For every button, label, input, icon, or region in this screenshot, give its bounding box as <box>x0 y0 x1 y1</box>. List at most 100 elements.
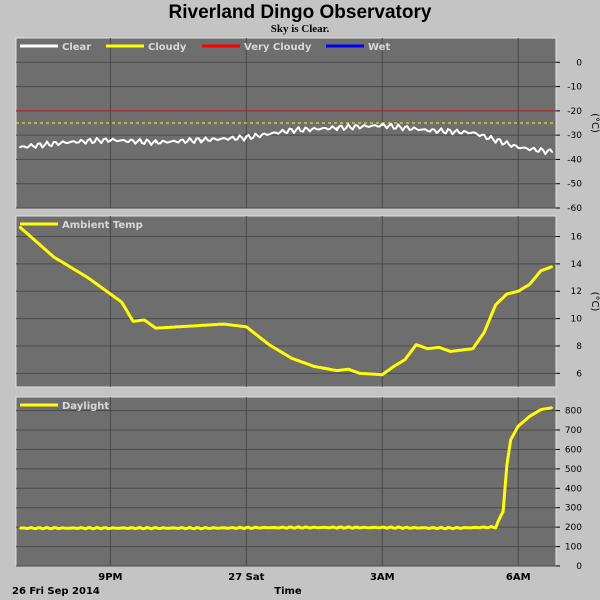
data-point <box>245 326 248 328</box>
date-label: 26 Fri Sep 2014 <box>12 586 100 597</box>
data-point <box>381 124 384 127</box>
data-point <box>120 301 123 303</box>
data-point <box>109 293 112 295</box>
x-tick-label: 9PM <box>98 572 122 583</box>
x-tick-label: 3AM <box>370 572 395 583</box>
data-point <box>426 347 429 350</box>
data-point <box>502 510 504 513</box>
data-point <box>177 326 180 328</box>
data-point <box>290 129 293 132</box>
data-point <box>483 331 486 334</box>
y-tick-label: 14 <box>571 260 583 270</box>
y-tick-label: 300 <box>565 504 582 514</box>
x-tick-label: 6AM <box>506 572 531 583</box>
data-point <box>86 276 89 279</box>
y-tick-label: 500 <box>565 465 582 475</box>
y-tick-label: 16 <box>571 233 583 243</box>
data-point <box>426 129 429 132</box>
data-point <box>392 365 395 368</box>
y-tick-label: -60 <box>567 204 582 214</box>
data-point <box>449 350 452 353</box>
data-point <box>109 139 112 141</box>
data-point <box>551 406 554 409</box>
legend-label: Cloudy <box>148 42 187 53</box>
data-point <box>517 290 520 293</box>
data-point <box>472 347 474 350</box>
data-point <box>506 293 508 295</box>
data-point <box>438 346 440 349</box>
data-point <box>506 464 508 466</box>
data-point <box>540 408 542 411</box>
data-point <box>154 141 157 144</box>
data-point <box>404 358 406 361</box>
y-tick-label: 10 <box>571 315 583 325</box>
data-point <box>358 372 361 375</box>
data-point <box>18 226 21 228</box>
data-point <box>143 319 146 321</box>
chart-title: Riverland Dingo Observatory <box>169 2 432 23</box>
y-tick-label: 600 <box>565 445 582 455</box>
legend-label: Clear <box>62 42 91 53</box>
y-tick-label: 400 <box>565 484 582 494</box>
data-point <box>540 269 542 272</box>
plot-area <box>15 215 557 388</box>
data-point <box>52 256 55 258</box>
y-tick-label: 8 <box>576 342 582 352</box>
y-tick-label: -20 <box>567 107 582 117</box>
y-tick-label: 800 <box>565 407 582 417</box>
data-point <box>268 343 270 346</box>
series-line-ambient-temp <box>18 225 553 377</box>
y-tick-label: -50 <box>567 180 582 190</box>
chart-subtitle: Sky is Clear. <box>271 23 330 35</box>
y-tick-label: -10 <box>567 83 582 93</box>
data-point <box>245 136 248 139</box>
data-point <box>290 526 293 529</box>
data-point <box>551 151 554 153</box>
data-point <box>200 324 202 327</box>
y-tick-label: 12 <box>571 287 582 297</box>
data-point <box>472 131 474 134</box>
x-tick-label: 27 Sat <box>228 572 264 583</box>
data-point <box>200 139 202 141</box>
data-point <box>517 146 520 149</box>
data-point <box>347 368 350 371</box>
data-point <box>336 369 338 372</box>
data-point <box>494 526 497 528</box>
y-axis-label: (°C) <box>589 113 600 133</box>
data-point <box>64 141 66 144</box>
data-point <box>381 373 384 376</box>
data-point <box>381 526 384 529</box>
series-line-daylight <box>19 406 553 531</box>
legend-label: Very Cloudy <box>244 42 312 53</box>
y-tick-label: 100 <box>565 543 582 553</box>
data-point <box>290 357 293 360</box>
panel-3: 800 700 600 500 400 300 200 100 0 Daylight <box>15 396 582 572</box>
data-point <box>336 127 338 129</box>
x-axis-label: Time <box>274 586 302 597</box>
data-point <box>154 327 157 329</box>
data-point <box>449 527 452 529</box>
data-point <box>222 323 225 325</box>
y-tick-label: 0 <box>576 58 582 68</box>
data-point <box>18 527 21 529</box>
data-point <box>528 283 531 286</box>
y-tick-label: 200 <box>565 523 582 533</box>
panel-2: 16 14 12 10 8 6 (°C) Ambient Temp <box>15 215 600 388</box>
data-point <box>494 304 497 306</box>
data-point <box>132 320 134 323</box>
data-point <box>551 265 554 268</box>
legend-label: Ambient Temp <box>62 220 143 231</box>
data-point <box>18 146 21 149</box>
y-tick-label: -30 <box>567 131 582 141</box>
data-point <box>313 365 316 368</box>
data-point <box>109 527 112 529</box>
data-point <box>200 527 202 529</box>
legend-label: Daylight <box>62 401 109 412</box>
data-point <box>415 343 418 346</box>
legend-label: Wet <box>368 42 390 53</box>
y-axis-label: (°C) <box>589 292 600 312</box>
series-line-clear <box>19 122 553 156</box>
y-tick-label: 700 <box>565 426 582 436</box>
